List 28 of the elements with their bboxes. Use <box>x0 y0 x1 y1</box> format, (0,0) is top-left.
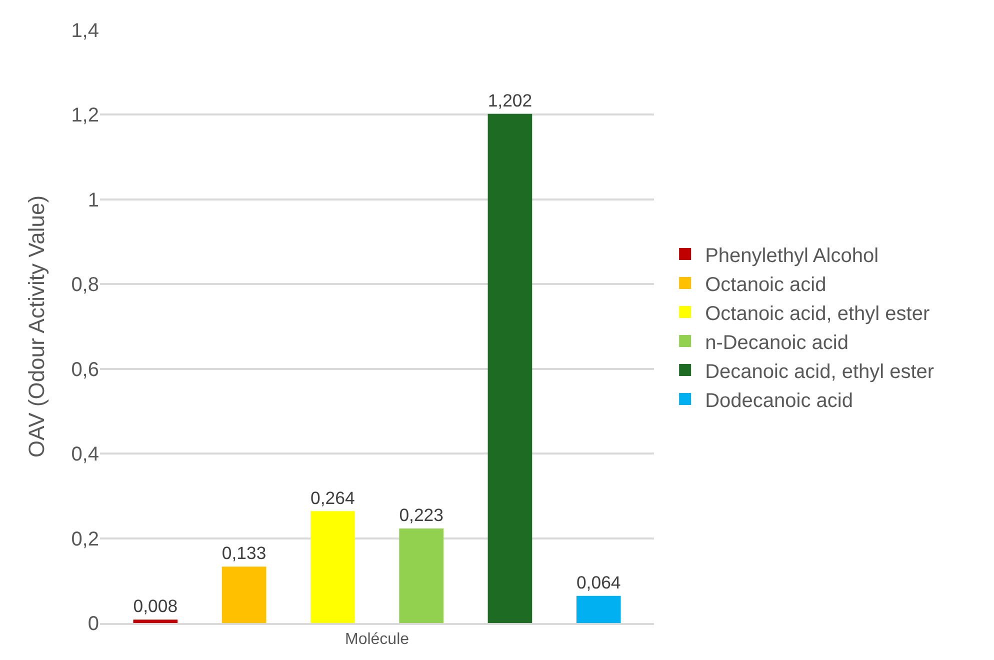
y-axis-title: OAV (Odour Activity Value) <box>24 195 49 458</box>
data-label: 1,202 <box>488 90 532 110</box>
y-tick-label: 0,4 <box>71 444 99 466</box>
data-label: 0,008 <box>133 596 178 616</box>
y-tick-label: 0,6 <box>71 358 99 381</box>
bar <box>399 528 444 623</box>
y-tick-label: 0 <box>88 613 99 635</box>
y-tick-label: 1 <box>88 189 99 212</box>
y-tick-label: 1,4 <box>71 20 99 42</box>
bar <box>310 511 355 623</box>
legend-label: Octanoic acid <box>705 274 826 296</box>
bar <box>222 566 266 623</box>
y-tick-label: 0,8 <box>71 274 99 296</box>
legend-label: Octanoic acid, ethyl ester <box>705 302 930 325</box>
bar <box>133 620 178 623</box>
legend-label: Decanoic acid, ethyl ester <box>705 360 934 383</box>
data-label: 0,264 <box>310 488 355 508</box>
legend-label: n-Decanoic acid <box>705 332 848 354</box>
bar <box>576 596 621 623</box>
legend-label: Dodecanoic acid <box>705 390 853 412</box>
data-label: 0,223 <box>399 505 444 526</box>
y-tick-label: 1,2 <box>71 104 99 127</box>
legend-label: Phenylethyl Alcohol <box>705 244 879 267</box>
data-label: 0,064 <box>576 572 621 592</box>
x-tick-label: Molécule <box>344 630 410 648</box>
y-tick-label: 0,2 <box>71 528 99 550</box>
data-label: 0,133 <box>222 543 266 564</box>
bar <box>488 114 532 623</box>
